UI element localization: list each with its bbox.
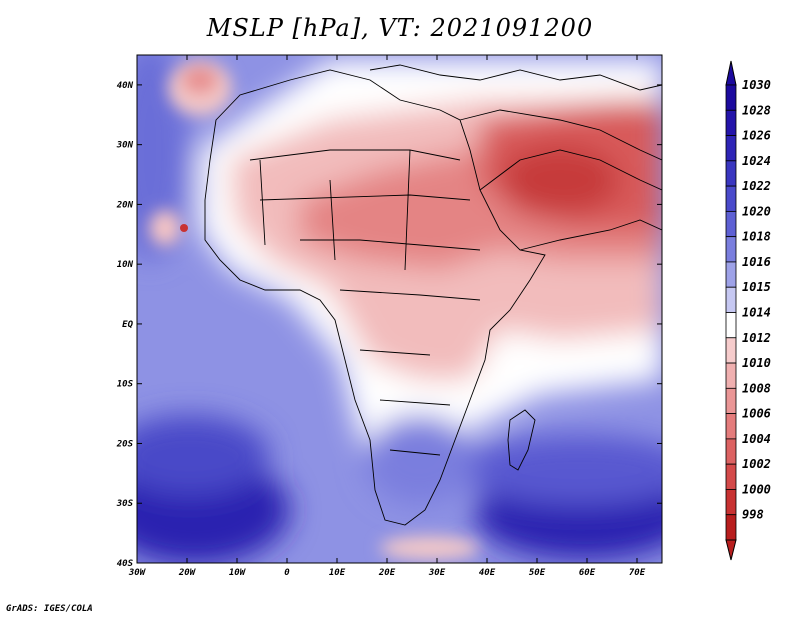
lon-tick-label: 60E [579, 568, 596, 578]
lon-tick-label: 50E [529, 568, 546, 578]
colorbar-label: 1030 [742, 78, 771, 92]
colorbar-swatch [725, 135, 737, 162]
grads-credit: GrADS: IGES/COLA [6, 604, 93, 614]
colorbar-swatch [725, 489, 737, 516]
colorbar-swatch [725, 84, 737, 111]
colorbar-label: 1014 [742, 306, 771, 320]
coastlines [204, 64, 662, 526]
colorbar-top-arrow [725, 60, 737, 86]
colorbar-label: 1002 [742, 457, 771, 471]
lon-tick-label: 20E [378, 568, 396, 578]
lat-tick-label: 40N [117, 81, 134, 91]
colorbar-swatch [725, 438, 737, 465]
colorbar-label: 1008 [742, 381, 771, 395]
colorbar-label: 1006 [742, 407, 771, 421]
lat-tick-label: 20N [116, 200, 134, 210]
colorbar-swatch [725, 210, 737, 238]
colorbar-label: 1000 [742, 482, 771, 496]
lon-tick-label: 40E [479, 568, 496, 578]
colorbar-swatch [725, 312, 737, 339]
colorbar-swatch [725, 413, 737, 440]
colorbar-label: 1015 [742, 280, 771, 294]
lon-tick-label: 10W [229, 568, 247, 578]
colorbar-label: 1026 [742, 129, 771, 143]
colorbar-bottom-arrow [725, 539, 737, 561]
lat-tick-label: 30S [116, 499, 134, 509]
lon-tick-label: 20W [178, 568, 197, 578]
lat-tick-label: 30N [116, 141, 134, 151]
colorbar-swatch [725, 362, 737, 389]
lon-tick-label: 0 [284, 568, 290, 578]
colorbar-label: 998 [742, 508, 764, 522]
lat-tick-label: 20S [116, 439, 134, 449]
colorbar-label: 1024 [742, 154, 771, 168]
lat-tick-label: 10S [117, 380, 134, 390]
colorbar-swatch [725, 185, 737, 212]
lat-tick-label: 10N [117, 260, 134, 270]
colorbar-swatch [725, 160, 737, 187]
colorbar-swatch [725, 463, 737, 490]
colorbar-label: 1012 [742, 331, 771, 345]
colorbar-swatch [725, 337, 737, 364]
map-frame [136, 54, 663, 564]
lon-tick-label: 10E [329, 568, 346, 578]
colorbar-label: 1010 [742, 356, 771, 370]
colorbar-label: 1022 [742, 179, 771, 193]
lat-tick-label: 40S [117, 559, 134, 569]
lon-tick-label: 30E [428, 568, 446, 578]
colorbar-swatch [725, 261, 737, 288]
colorbar-label: 1004 [742, 432, 771, 446]
colorbar-swatch [725, 387, 737, 415]
colorbar-swatch [725, 109, 737, 136]
map-title: MSLP [hPa], VT: 2021091200 [206, 14, 594, 42]
colorbar-label: 1020 [742, 204, 771, 218]
lon-tick-label: 30W [128, 568, 147, 578]
longitude-axis: 30W 20W 10W 0 10E 20E 30E 40E 50E 60E 70E [128, 55, 646, 578]
colorbar-label: 1028 [742, 103, 771, 117]
colorbar-label: 1018 [742, 230, 771, 244]
lon-tick-label: 70E [629, 568, 646, 578]
colorbar-swatch [725, 236, 737, 263]
colorbar: 1030 1028 1026 1024 1022 1020 1018 1016 1015 1014… [725, 60, 771, 561]
colorbar-label: 1016 [742, 255, 771, 269]
pressure-field [137, 55, 662, 563]
lat-tick-label: EQ [122, 320, 133, 330]
latitude-axis: 40N 30N 20N 10N EQ 10S 20S 30S 40S [116, 81, 662, 569]
colorbar-swatch [725, 514, 737, 541]
colorbar-swatch [725, 286, 737, 313]
